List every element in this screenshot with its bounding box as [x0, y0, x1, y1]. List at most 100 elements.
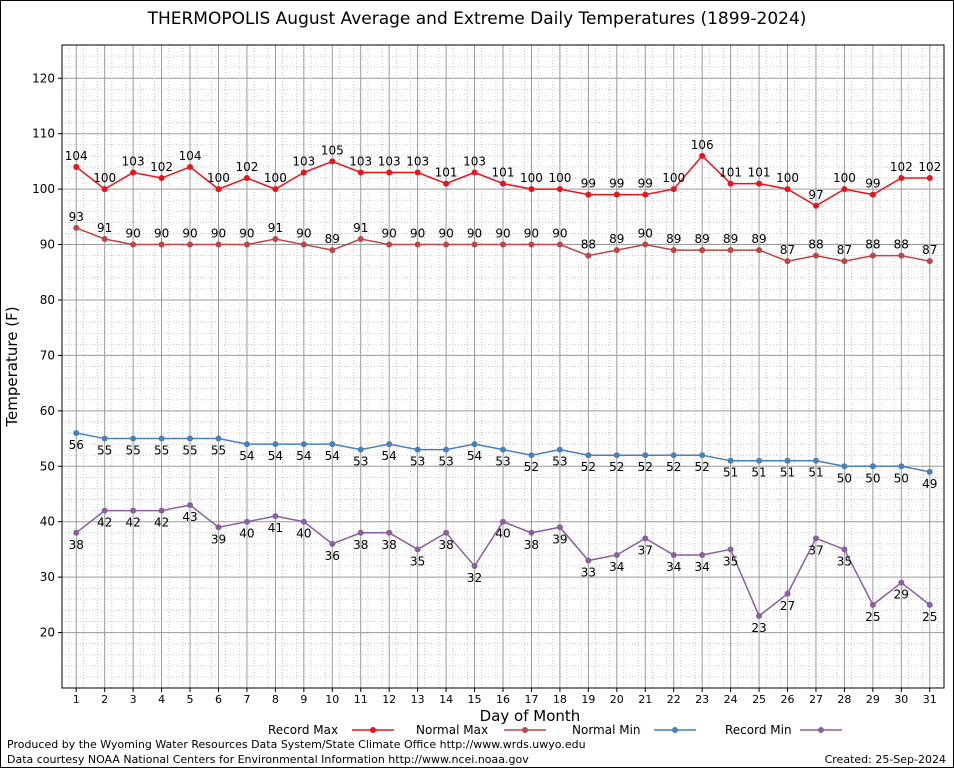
data-label: 35	[723, 554, 738, 568]
data-label: 89	[325, 232, 340, 246]
data-point	[670, 186, 677, 193]
data-point	[841, 546, 848, 553]
data-label: 49	[922, 477, 937, 491]
data-point	[272, 441, 279, 448]
data-label: 55	[125, 444, 140, 458]
data-point	[528, 529, 535, 536]
data-point	[130, 169, 137, 176]
created-date: Created: 25-Sep-2024	[824, 753, 946, 766]
data-label: 90	[524, 227, 539, 241]
data-label: 101	[435, 166, 458, 180]
data-label: 55	[154, 444, 169, 458]
legend-swatch-marker	[522, 727, 528, 733]
data-point	[699, 551, 706, 558]
data-label: 93	[69, 210, 84, 224]
data-label: 90	[467, 227, 482, 241]
y-tick-label: 20	[40, 626, 55, 640]
data-point	[784, 258, 791, 265]
data-point	[585, 252, 592, 259]
legend-label: Normal Min	[572, 723, 641, 737]
x-tick-label: 24	[724, 693, 738, 706]
data-label: 102	[890, 160, 913, 174]
data-point	[158, 241, 165, 248]
data-point	[500, 446, 506, 453]
x-tick-label: 27	[809, 693, 823, 706]
data-point	[812, 252, 819, 259]
data-point	[272, 186, 279, 193]
data-point	[784, 590, 791, 597]
x-tick-label: 2	[101, 693, 108, 706]
x-tick-label: 1	[73, 693, 80, 706]
data-point	[329, 441, 336, 448]
x-tick-label: 9	[300, 693, 307, 706]
data-point	[556, 241, 563, 248]
x-tick-label: 29	[866, 693, 880, 706]
data-label: 88	[808, 238, 823, 252]
data-point	[699, 247, 706, 254]
data-label: 52	[581, 460, 596, 474]
data-label: 87	[922, 243, 937, 257]
data-label: 53	[438, 455, 453, 469]
y-tick-label: 70	[40, 348, 55, 362]
y-tick-label: 90	[40, 238, 55, 252]
grid	[62, 44, 944, 689]
y-tick-label: 50	[40, 459, 55, 473]
data-point	[300, 241, 307, 248]
data-point	[841, 186, 848, 193]
data-label: 90	[239, 227, 254, 241]
data-label: 89	[666, 232, 681, 246]
data-label: 39	[211, 532, 226, 546]
data-point	[727, 546, 734, 553]
data-point	[73, 163, 80, 170]
data-point	[926, 175, 933, 182]
data-label: 38	[438, 538, 453, 552]
data-label: 88	[894, 238, 909, 252]
data-point	[642, 241, 649, 248]
data-point	[471, 563, 478, 570]
data-label: 35	[410, 554, 425, 568]
data-label: 53	[552, 455, 567, 469]
data-label: 42	[125, 516, 140, 530]
data-point	[187, 502, 194, 509]
x-tick-label: 8	[272, 693, 279, 706]
data-point	[556, 524, 563, 531]
data-point	[926, 601, 933, 608]
data-point	[528, 452, 535, 459]
data-label: 40	[296, 527, 311, 541]
data-label: 55	[211, 444, 226, 458]
chart-title: THERMOPOLIS August Average and Extreme D…	[147, 9, 807, 29]
data-label: 27	[780, 599, 795, 613]
data-point	[386, 169, 393, 176]
y-tick-label: 110	[32, 127, 55, 141]
data-point	[926, 258, 933, 265]
data-label: 90	[296, 227, 311, 241]
x-tick-label: 10	[325, 693, 339, 706]
data-point	[158, 175, 165, 182]
data-point	[841, 463, 848, 470]
data-point	[130, 435, 137, 442]
x-tick-label: 12	[382, 693, 396, 706]
data-label: 103	[378, 154, 401, 168]
data-point	[101, 236, 108, 243]
data-label: 89	[723, 232, 738, 246]
x-tick-label: 3	[130, 693, 137, 706]
x-tick-label: 25	[752, 693, 766, 706]
data-label: 53	[353, 455, 368, 469]
data-point	[130, 507, 137, 514]
data-point	[357, 446, 364, 453]
data-point	[187, 241, 194, 248]
data-point	[243, 441, 250, 448]
data-point	[670, 551, 677, 558]
data-point	[642, 191, 649, 198]
data-label: 37	[808, 543, 823, 557]
data-point	[869, 252, 876, 259]
data-label: 99	[581, 177, 596, 191]
data-label: 91	[268, 221, 283, 235]
data-label: 104	[179, 149, 202, 163]
data-label: 89	[609, 232, 624, 246]
data-point	[613, 191, 620, 198]
data-label: 40	[495, 527, 510, 541]
data-label: 52	[695, 460, 710, 474]
data-label: 32	[467, 571, 482, 585]
